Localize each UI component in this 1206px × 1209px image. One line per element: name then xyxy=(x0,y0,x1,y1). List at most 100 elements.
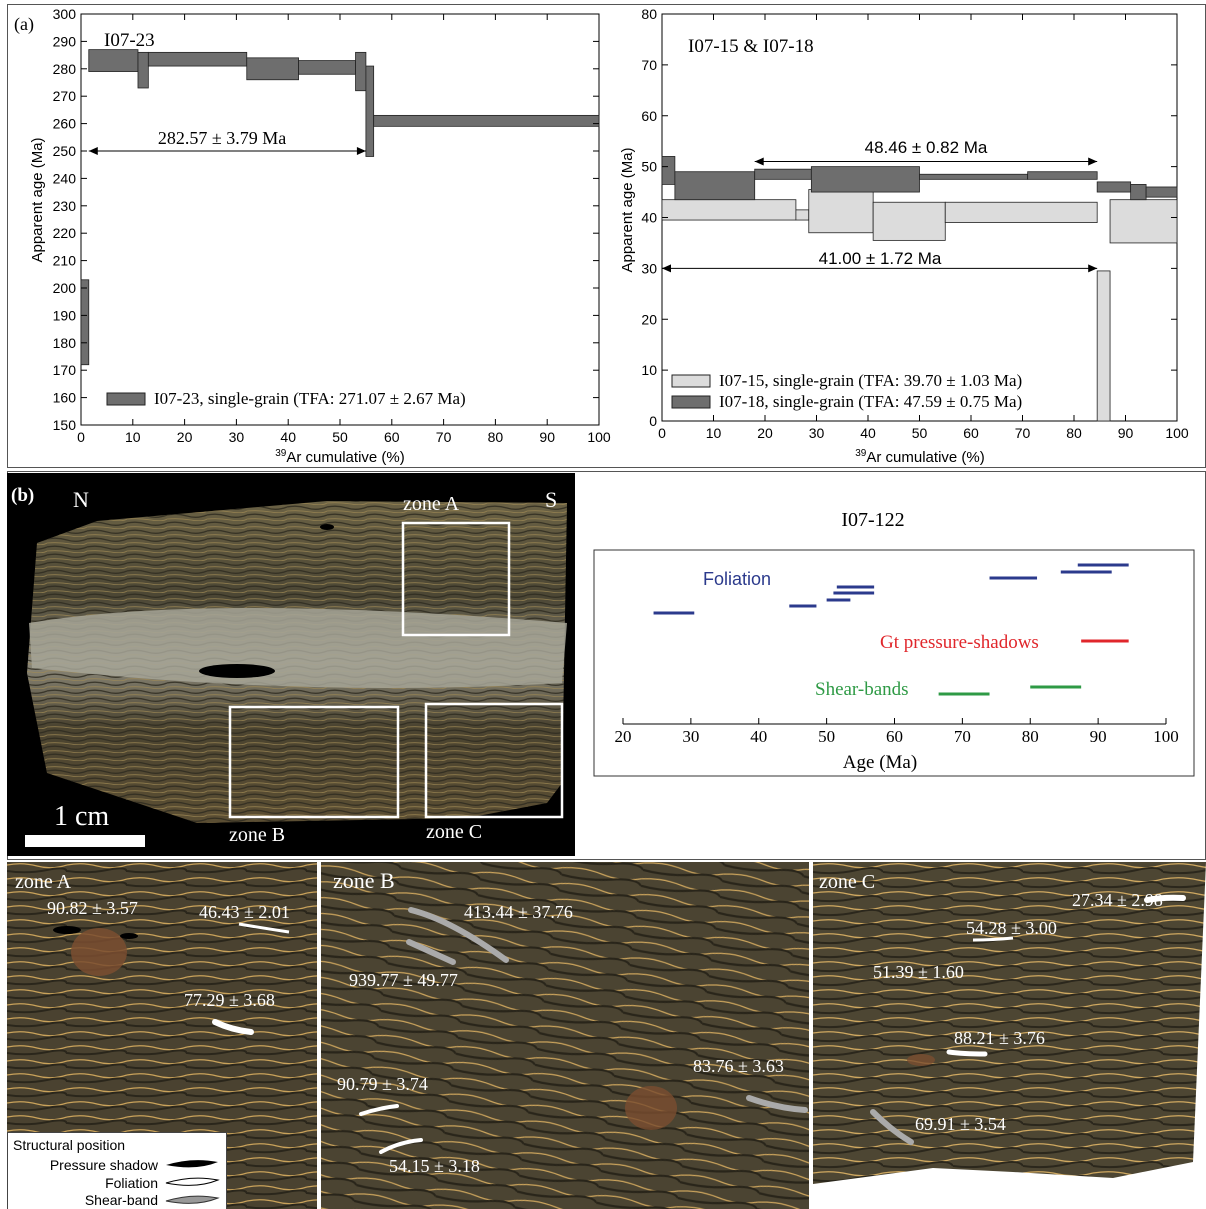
age-chart-frame xyxy=(593,549,1195,777)
chart-b-series1-step-6 xyxy=(1096,181,1132,193)
age-chart-title: I07-122 xyxy=(841,509,904,531)
chart-a-ytick-3: 180 xyxy=(53,335,77,351)
chart-b-xtick-6: 60 xyxy=(963,425,979,441)
zoom-c-age-3: 51.39 ± 1.60 xyxy=(873,962,964,982)
chart-a-plateau-label: 282.57 ± 3.79 Ma xyxy=(158,128,286,148)
zoom-c-age-1: 27.34 ± 2.98 xyxy=(1072,890,1163,910)
zone-c-label: zone C xyxy=(426,821,482,843)
chart-a-series0-step-8 xyxy=(373,114,600,127)
chart-b-ytick-5: 50 xyxy=(641,159,657,175)
chart-b-series1-step-1 xyxy=(674,171,756,201)
chart-a-sample-title: I07-23 xyxy=(104,30,155,51)
chart-a-series0-step-5 xyxy=(298,60,356,75)
chart-b-series0-step-3 xyxy=(872,201,946,241)
sample-photo-panel: (b) N S zone A zone B zone C 1 cm xyxy=(7,473,575,856)
foliation-label: Foliation xyxy=(703,569,771,589)
chart-b-series1-step-5 xyxy=(1027,171,1098,180)
chart-b-series1-step-4 xyxy=(919,173,1029,180)
chart-a-ytick-14: 290 xyxy=(53,33,77,49)
zoom-a-age-1: 90.82 ± 3.57 xyxy=(47,898,138,918)
legend-foliation-label: Foliation xyxy=(105,1175,158,1191)
chart-b-series0-step-0 xyxy=(661,199,797,221)
chart-a-series0-step-0 xyxy=(80,279,90,366)
south-label: S xyxy=(545,487,557,512)
chart-a-plot-frame xyxy=(80,13,600,426)
zoom-b-drawing: zone B 413.44 ± 37.76 939.77 ± 49.77 90.… xyxy=(321,862,809,1209)
age-chart-xtick-6: 80 xyxy=(1022,727,1039,746)
zoom-b-age-4: 54.15 ± 3.18 xyxy=(389,1156,480,1176)
chart-a-xtick-7: 70 xyxy=(436,429,452,445)
zoom-c-title: zone C xyxy=(819,871,875,893)
chart-b-series0-step-4 xyxy=(944,201,1098,223)
north-label: N xyxy=(73,487,89,512)
structural-legend-title: Structural position xyxy=(13,1137,126,1153)
chart-b-plateau-18-label: 48.46 ± 0.82 Ma xyxy=(865,138,988,157)
chart-b-legend-swatch-15 xyxy=(671,374,711,388)
chart-b-series0-step-1 xyxy=(795,209,810,221)
zoom-a-age-3: 77.29 ± 3.68 xyxy=(184,990,275,1010)
age-chart-xtick-2: 40 xyxy=(750,727,767,746)
chart-a-xtick-5: 50 xyxy=(332,429,348,445)
chart-b-xtick-7: 70 xyxy=(1015,425,1031,441)
zoom-b-age-3: 90.79 ± 3.74 xyxy=(337,1074,428,1094)
shear-band-icon xyxy=(165,1195,220,1204)
chart-a-ytick-9: 240 xyxy=(53,170,77,186)
chart-ar-i07-23: (a) 150160170180190200210220230240250260… xyxy=(14,6,611,466)
chart-b-series1-step-0 xyxy=(661,156,676,185)
age-chart-xtick-8: 100 xyxy=(1153,727,1179,746)
scale-bar xyxy=(25,835,145,847)
sample-photo-drawing: (b) N S zone A zone B zone C 1 cm xyxy=(11,485,567,847)
chart-age-ranges-i07-122: I07-122 20 30 40 50 60 70 80 90 100 Foliation Gt… xyxy=(593,509,1195,777)
chart-b-xtick-9: 90 xyxy=(1118,425,1134,441)
chart-a-ytick-1: 160 xyxy=(53,390,77,406)
chart-b-ytick-3: 30 xyxy=(641,260,657,276)
zoom-a-photo: zone A 90.82 ± 3.57 46.43 ± 2.01 77.29 ±… xyxy=(7,862,317,1209)
chart-a-xtick-8: 80 xyxy=(488,429,504,445)
chart-a-plateau-arrow-r-0 xyxy=(356,147,366,155)
chart-b-xlabel: 39Ar cumulative (%) xyxy=(855,448,984,466)
chart-a-ytick-4: 190 xyxy=(53,307,77,323)
chart-b-xlabel-sup: 39 xyxy=(855,448,867,459)
quartz-vein xyxy=(29,608,567,688)
panel-b-label: (b) xyxy=(11,485,34,506)
chart-b-plateau-arrow-l-1 xyxy=(662,264,671,273)
age-chart-xtick-4: 60 xyxy=(886,727,903,746)
zoom-c-age-2: 54.28 ± 3.00 xyxy=(966,918,1057,938)
chart-a-legend-label: I07-23, single-grain (TFA: 271.07 ± 2.67… xyxy=(154,389,466,408)
chart-b-plateau-arrow-l-0 xyxy=(754,157,764,166)
chart-b-xtick-4: 40 xyxy=(860,425,876,441)
age-chart-xtick-3: 50 xyxy=(818,727,835,746)
chart-a-ytick-0: 150 xyxy=(53,417,77,433)
chart-a-ytick-15: 300 xyxy=(53,6,77,22)
shear-bands-label: Shear-bands xyxy=(815,679,909,700)
chart-b-xtick-8: 80 xyxy=(1066,425,1082,441)
chart-b-ytick-8: 80 xyxy=(641,6,657,22)
chart-a-plateau-arrow-l-0 xyxy=(88,147,98,155)
chart-b-series0-step-2 xyxy=(808,189,874,234)
zoom-c-drawing: zone C 27.34 ± 2.98 54.28 ± 3.00 51.39 ±… xyxy=(813,862,1206,1184)
chart-b-xtick-3: 30 xyxy=(809,425,825,441)
zone-b-label: zone B xyxy=(229,824,285,846)
scale-label: 1 cm xyxy=(54,801,109,832)
foliation-icon xyxy=(165,1177,220,1186)
chart-a-ytick-7: 220 xyxy=(53,225,77,241)
chart-b-xtick-1: 10 xyxy=(706,425,722,441)
chart-b-series1-step-7 xyxy=(1130,184,1147,201)
chart-a-legend-swatch xyxy=(106,392,146,406)
chart-a-series0-step-4 xyxy=(246,57,299,81)
gt-pressure-shadows-label: Gt pressure-shadows xyxy=(880,632,1039,653)
panel-a-label: (a) xyxy=(14,14,34,35)
pressure-shadow-icon xyxy=(166,1160,218,1168)
chart-b-xlabel-text: Ar cumulative (%) xyxy=(866,449,984,466)
void-hole xyxy=(199,664,275,678)
zoom-a-title: zone A xyxy=(15,871,72,893)
chart-a-ytick-6: 210 xyxy=(53,253,77,269)
zoom-b-title: zone B xyxy=(333,868,395,893)
chart-b-series1-step-3 xyxy=(810,166,920,193)
legend-shear-band-label: Shear-band xyxy=(84,1192,158,1208)
chart-a-series0-step-1 xyxy=(88,49,139,72)
chart-b-series1-step-2 xyxy=(754,168,812,180)
chart-a-xtick-10: 100 xyxy=(587,429,611,445)
chart-b-plateau-arrow-r-0 xyxy=(1088,157,1098,166)
chart-b-series0-step-5 xyxy=(1096,270,1111,422)
